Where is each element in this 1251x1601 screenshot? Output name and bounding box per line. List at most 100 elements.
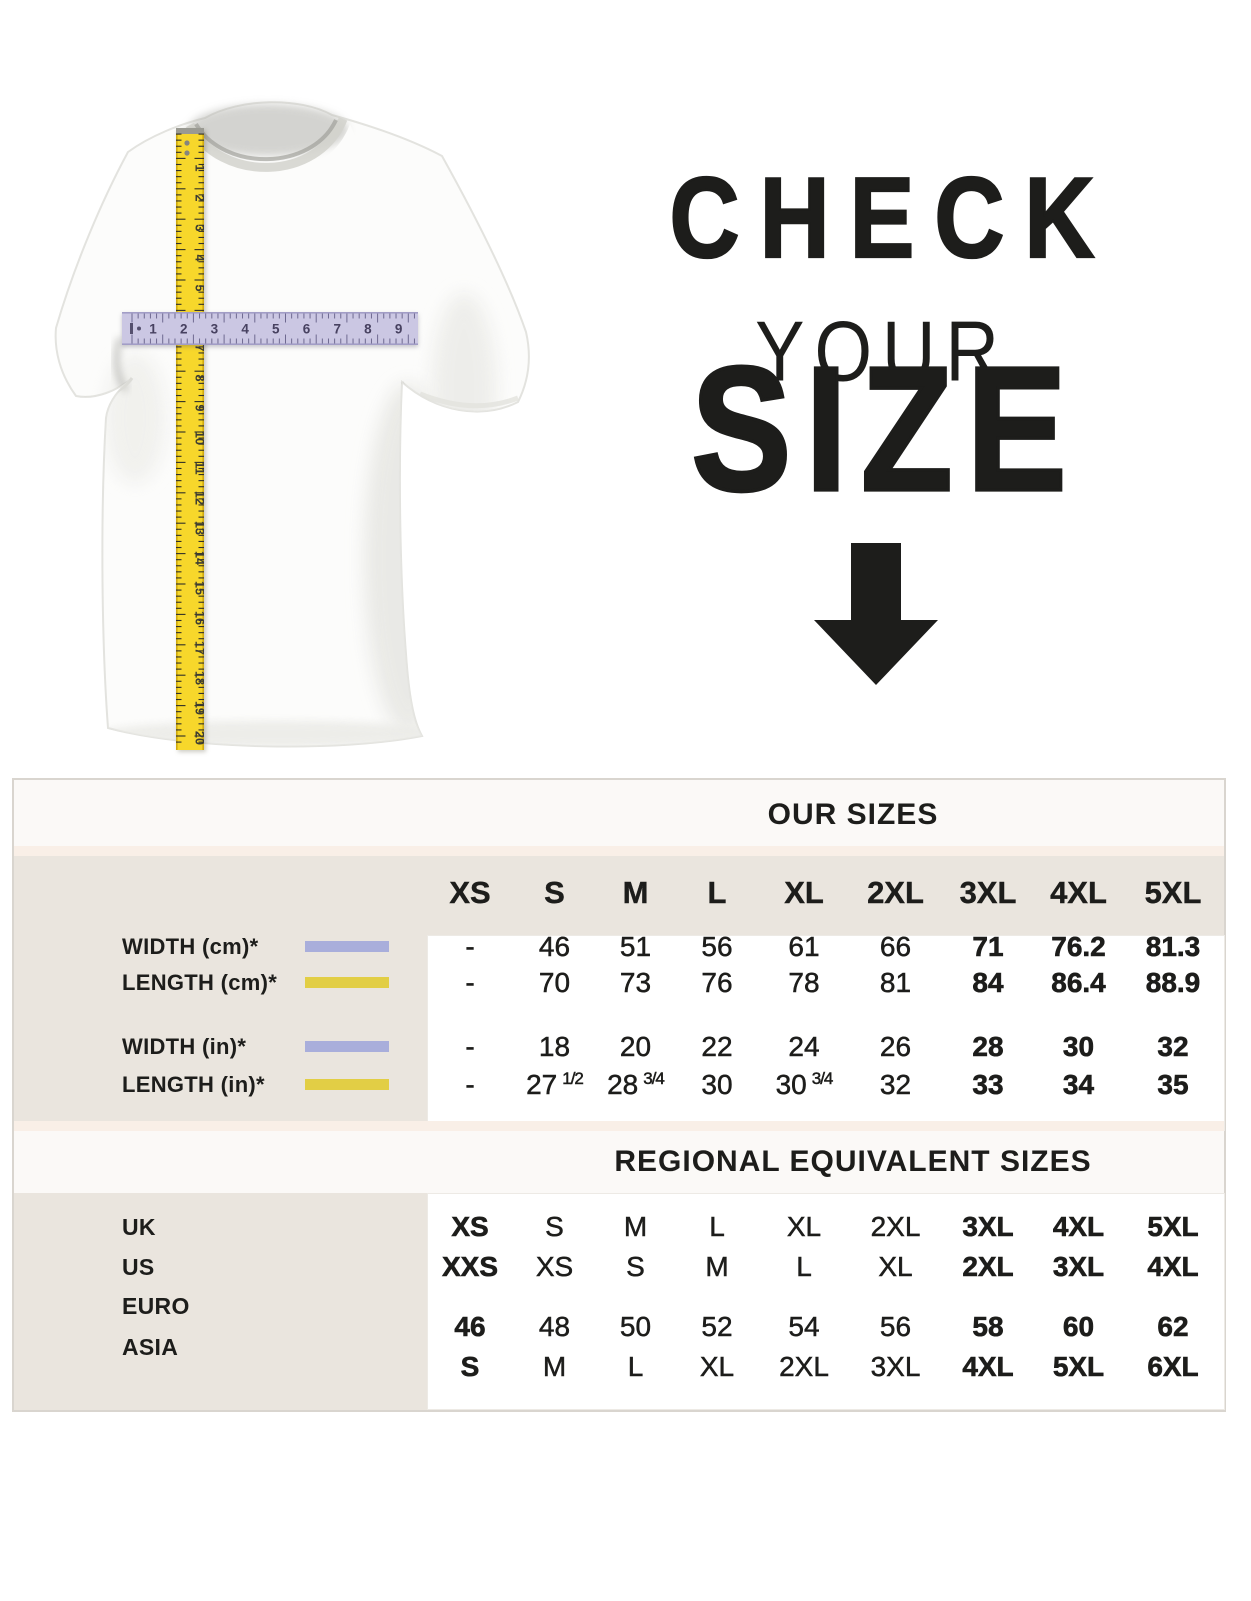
size-value-cell: 18 [538, 1031, 571, 1063]
regional-size-cell: 2XL [779, 1351, 829, 1383]
size-value-cell: 32 [1157, 1031, 1189, 1063]
regional-size-cell: S [460, 1351, 480, 1383]
regional-size-cell: L [796, 1251, 812, 1283]
measurement-row: - 18 20 22 24 26 28 30 32 [427, 1030, 1223, 1064]
regional-size-cell: 3XL [870, 1351, 921, 1383]
size-value-cell: 88.9 [1145, 967, 1201, 999]
measurement-row-label: WIDTH (cm)* [122, 934, 259, 959]
hero-title-size: SIZE [690, 329, 1081, 528]
size-value-cell: 46 [538, 931, 571, 963]
size-value-cell: 32 [879, 1069, 912, 1101]
regional-size-cell: 6XL [1147, 1351, 1199, 1383]
tape-number: 4 [193, 255, 205, 262]
size-value-cell: 70 [538, 967, 571, 999]
measurement-row: - 27 1/2 28 3/4 30 30 3/4 32 33 34 35 [427, 1068, 1223, 1102]
size-value-cell: 30 [1062, 1031, 1095, 1063]
regional-band [14, 1131, 1224, 1193]
regional-size-cell: 3XL [962, 1211, 1014, 1243]
regional-size-cell: 52 [701, 1311, 733, 1343]
size-column-header: 2XL [867, 875, 924, 910]
regional-size-cell: 2XL [870, 1211, 921, 1243]
tape-number: 8 [364, 322, 372, 337]
regional-size-cell: 56 [879, 1311, 912, 1343]
tape-number: 7 [193, 345, 205, 352]
regional-size-cell: 60 [1062, 1311, 1095, 1343]
regional-size-cell: S [626, 1251, 645, 1283]
size-value-cell: 35 [1157, 1069, 1189, 1101]
regional-size-row: XS S M L XL 2XL 3XL 4XL 5XL [427, 1210, 1223, 1244]
size-value-cell: 24 [788, 1031, 820, 1063]
tape-number: 3 [193, 225, 205, 232]
tape-number: 10 [193, 431, 205, 445]
region-label: ASIA [122, 1334, 179, 1360]
size-value-cell: 20 [619, 1031, 652, 1063]
tape-number: 6 [303, 322, 311, 337]
size-value-cell: - [465, 1069, 475, 1101]
size-column-header: XL [784, 875, 824, 910]
size-chart-table: OUR SIZES XS S M L XL 2XL 3XL 4XL 5XL WIDTH (cm)… [12, 778, 1226, 1412]
measurement-row-label: WIDTH (in)* [122, 1034, 247, 1059]
divider-stripe [14, 1121, 1224, 1131]
size-column-header: 5XL [1144, 875, 1202, 910]
width-swatch-lavender [305, 941, 389, 952]
size-column-header: L [707, 875, 727, 910]
tape-number: 3 [211, 322, 219, 337]
size-value-cell: 22 [701, 1031, 733, 1063]
size-value-cell: 84 [972, 967, 1004, 999]
tape-number: 2 [193, 195, 205, 202]
size-value-cell: 78 [788, 967, 820, 999]
size-column-headers: XS S M L XL 2XL 3XL 4XL 5XL [427, 872, 1223, 914]
regional-size-cell: 5XL [1052, 1351, 1105, 1383]
region-label: US [122, 1254, 155, 1280]
regional-size-cell: 5XL [1147, 1211, 1199, 1243]
measurement-row: - 70 73 76 78 81 84 86.4 88.9 [427, 966, 1223, 1000]
regional-size-cell: XL [878, 1251, 913, 1283]
our-sizes-band [14, 780, 1224, 846]
size-value-cell: 51 [619, 931, 652, 963]
tape-number: 15 [193, 581, 205, 595]
measurement-row-label: LENGTH (cm)* [122, 970, 278, 995]
hero-block: CHECK YOUR SIZE [632, 0, 1112, 700]
hero-title-your: YOUR [755, 303, 1009, 399]
size-value-cell: 28 3/4 [607, 1069, 665, 1101]
divider-stripe [14, 846, 1224, 856]
size-value-cell: - [465, 931, 475, 963]
hero-title-check: CHECK [669, 152, 1115, 282]
regional-panel [427, 1193, 1225, 1410]
regional-size-cell: L [709, 1211, 725, 1243]
regional-title: REGIONAL EQUIVALENT SIZES [614, 1145, 1092, 1178]
tape-number: 9 [395, 322, 403, 337]
tape-number: 12 [193, 491, 205, 505]
size-value-cell: 61 [788, 931, 820, 963]
regional-size-row: S M L XL 2XL 3XL 4XL 5XL 6XL [427, 1350, 1223, 1384]
tape-number: 7 [333, 322, 341, 337]
tape-number: 5 [272, 322, 280, 337]
size-value-cell: 27 1/2 [526, 1069, 584, 1101]
tape-number: 18 [193, 671, 205, 685]
regional-size-cell: 4XL [962, 1351, 1014, 1383]
regional-size-cell: 50 [619, 1311, 652, 1343]
size-value-cell: 30 3/4 [775, 1069, 833, 1101]
size-value-cell: 34 [1062, 1069, 1095, 1101]
size-value-cell: 30 [701, 1069, 733, 1101]
regional-size-cell: 62 [1157, 1311, 1189, 1343]
our-sizes-title: OUR SIZES [767, 798, 939, 831]
tape-number: 13 [193, 521, 205, 535]
size-value-cell: 86.4 [1051, 967, 1106, 999]
size-value-cell: 71 [972, 931, 1004, 963]
size-value-cell: 28 [972, 1031, 1004, 1063]
size-value-cell: 76.2 [1051, 931, 1106, 963]
size-column-header: 3XL [959, 875, 1017, 910]
tape-number: 19 [193, 701, 205, 715]
size-value-cell: - [465, 967, 475, 999]
size-value-cell: 66 [879, 931, 912, 963]
tshirt-image [54, 101, 530, 748]
tape-number: 8 [193, 375, 205, 382]
region-label: EURO [122, 1293, 190, 1319]
regional-size-cell: 58 [972, 1311, 1004, 1343]
tape-number: 20 [193, 731, 205, 745]
regional-size-cell: 46 [454, 1311, 486, 1343]
regional-size-cell: XL [699, 1351, 735, 1383]
regional-size-cell: 4XL [1052, 1211, 1105, 1243]
length-swatch-yellow [305, 977, 389, 988]
